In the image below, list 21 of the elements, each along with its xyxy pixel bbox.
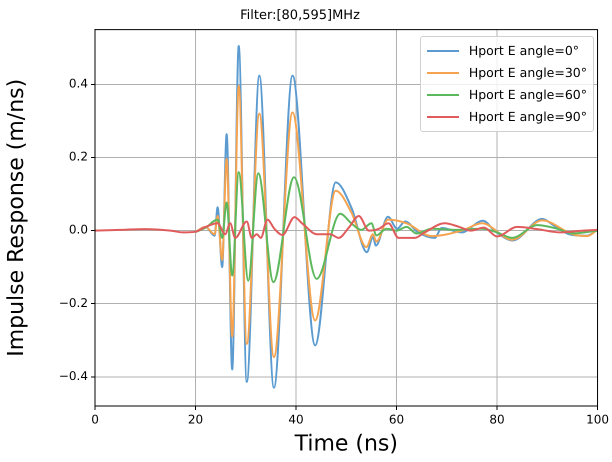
x-tick-label: 0: [91, 412, 99, 426]
legend-label: Hport E angle=60°: [468, 86, 587, 104]
x-tick-label: 100: [586, 412, 609, 426]
x-tick-label: 20: [188, 412, 204, 426]
chart-title: Filter:[80,595]MHz: [240, 8, 360, 24]
y-tick-label: 0.4: [68, 76, 88, 91]
y-tick-label: 0.0: [68, 222, 88, 237]
y-tick-label: 0.2: [68, 150, 88, 164]
x-tick-label: 40: [288, 412, 304, 426]
legend-label: Hport E angle=0°: [468, 42, 580, 60]
line-series: [95, 214, 598, 239]
x-axis-title: Time (ns): [294, 432, 398, 457]
y-tick-label: −0.4: [58, 368, 88, 383]
y-tick-label: −0.2: [58, 296, 88, 310]
x-tick-label: 60: [388, 412, 404, 426]
line-series: [194, 84, 598, 358]
legend-label: Hport E angle=30°: [468, 64, 587, 82]
line-series: [194, 171, 598, 284]
y-axis-title: Impulse Response (m/ns): [4, 78, 29, 357]
legend-label: Hport E angle=90°: [468, 108, 587, 126]
x-tick-label: 80: [489, 412, 505, 426]
